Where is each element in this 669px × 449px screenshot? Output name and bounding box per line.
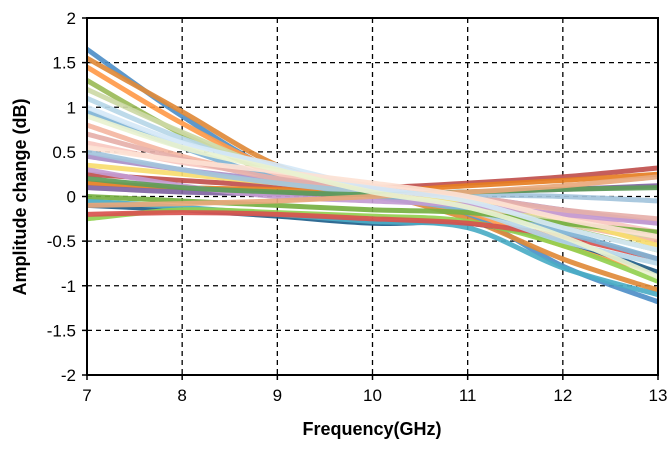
y-tick-label: -2 [61, 366, 76, 385]
axis-ticks: 7 8 9 10 11 12 13 2 1.5 1 0.5 0 -0.5 -1 -1.5 -2 [47, 9, 668, 405]
series-line-25 [87, 104, 658, 253]
x-tick-label: 11 [459, 386, 477, 405]
x-tick-label: 13 [649, 386, 668, 405]
y-tick-label: -0.5 [47, 232, 76, 251]
x-axis-title: Frequency(GHz) [302, 419, 441, 439]
series-line-27 [87, 113, 658, 280]
y-tick-label: 0 [67, 188, 76, 207]
y-tick-label: -1 [61, 277, 76, 296]
series-line-9 [87, 198, 658, 298]
x-tick-label: 10 [363, 386, 382, 405]
series-line-10 [87, 207, 658, 284]
y-tick-label: 2 [67, 9, 76, 28]
x-tick-label: 8 [177, 386, 186, 405]
series-line-24 [87, 174, 658, 208]
y-tick-label: 0.5 [52, 143, 76, 162]
series-line-26 [87, 144, 658, 240]
grid [87, 18, 658, 375]
y-tick-label: 1.5 [52, 54, 76, 73]
y-tick-label: -1.5 [47, 321, 76, 340]
y-axis-title: Amplitude change (dB) [10, 98, 30, 295]
series-lines [87, 46, 658, 305]
x-tick-label: 12 [553, 386, 572, 405]
x-tick-label: 7 [82, 386, 91, 405]
y-tick-label: 1 [67, 98, 76, 117]
x-tick-label: 9 [273, 386, 282, 405]
series-line-19 [87, 194, 658, 235]
